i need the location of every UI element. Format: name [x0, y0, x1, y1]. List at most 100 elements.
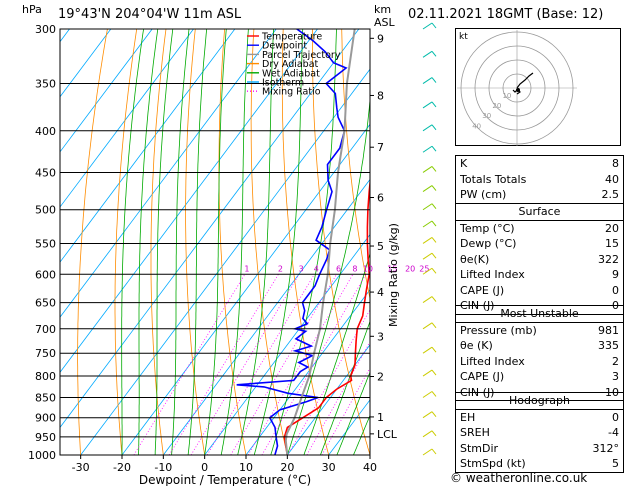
legend-label: Temperature — [261, 32, 322, 43]
wind-barb — [422, 391, 433, 398]
legend-label: Parcel Trajectory — [262, 50, 341, 61]
wind-barb — [431, 51, 437, 57]
km-tick-label: 9 — [377, 32, 384, 45]
surface-row: Temp (°C) 20 — [456, 221, 623, 237]
wind-barb — [422, 101, 433, 109]
storm-motion-marker — [516, 88, 520, 92]
surface-row: Dewp (°C) 15 — [456, 236, 623, 252]
x-tick-label: 0 — [201, 461, 208, 474]
mu-value: 981 — [598, 323, 619, 337]
surface-value: 9 — [612, 268, 619, 282]
wind-barb — [431, 346, 437, 353]
hodograph-ring-label: 20 — [492, 102, 501, 110]
pressure-tick-label: 400 — [35, 125, 56, 138]
index-label: K — [460, 157, 468, 171]
wind-barb — [422, 369, 433, 377]
wind-barb — [431, 296, 437, 302]
surface-row: θe(K) 322 — [456, 252, 623, 268]
hodo-value: 0 — [612, 410, 619, 424]
surface-row: CAPE (J) 0 — [456, 283, 623, 299]
dry-adiabat-line — [150, 29, 167, 455]
most-unstable-title: Most Unstable — [456, 306, 623, 323]
pressure-tick-label: 450 — [35, 166, 56, 179]
isotherm-line — [287, 344, 370, 455]
km-tick-label: 6 — [377, 192, 384, 205]
surface-label: Dewp (°C) — [460, 237, 517, 251]
surface-label: CAPE (J) — [460, 283, 505, 297]
wet-adiabat-line — [138, 29, 159, 455]
wind-barb — [422, 430, 433, 438]
wet-adiabat-line — [336, 371, 370, 455]
mixing-ratio-line — [190, 274, 300, 455]
legend-label: Dry Adiabat — [262, 59, 319, 70]
hodo-label: SREH — [460, 426, 490, 440]
pressure-tick-label: 950 — [35, 431, 56, 444]
wind-barb — [422, 203, 433, 211]
km-tick-label: 1 — [377, 411, 384, 424]
isotherm-line — [163, 178, 370, 455]
isotherm-line — [60, 29, 360, 429]
wind-barb — [431, 185, 437, 191]
pressure-tick-label: 300 — [35, 23, 56, 36]
legend-label: Dewpoint — [262, 41, 307, 52]
km-tick-label: 2 — [377, 370, 384, 383]
x-tick-label: 20 — [280, 461, 294, 474]
isotherm-line — [204, 233, 370, 455]
most-unstable-table: Most Unstable Pressure (mb) 981 θe (K) 335 L… — [455, 305, 624, 401]
index-label: Totals Totals — [460, 172, 527, 186]
x-tick-label: 10 — [239, 461, 253, 474]
surface-label: Lifted Index — [460, 268, 525, 282]
hodograph-table: Hodograph EH 0 SREH -4 StmDir 312° StmSpd (kt)… — [455, 392, 624, 473]
mixing-ratio-label: 20 — [405, 264, 415, 273]
wind-barb — [422, 237, 433, 244]
surface-label: Temp (°C) — [460, 221, 515, 235]
mu-row: CAPE (J) 3 — [456, 369, 623, 385]
hodo-label: StmSpd (kt) — [460, 457, 526, 471]
pressure-tick-label: 900 — [35, 412, 56, 425]
index-value: 2.5 — [601, 188, 620, 202]
wet-adiabat-line — [187, 29, 208, 455]
dry-adiabat-line — [114, 29, 138, 455]
wind-barb — [431, 391, 437, 397]
hodo-row: StmDir 312° — [456, 441, 623, 457]
isotherm-line — [245, 288, 370, 455]
wind-barb — [422, 185, 433, 193]
wind-barb — [422, 346, 433, 354]
wind-barb — [422, 267, 433, 275]
mu-row: θe (K) 335 — [456, 338, 623, 354]
surface-label: θe(K) — [460, 252, 490, 266]
surface-value: 15 — [605, 237, 619, 251]
wind-barb — [431, 77, 437, 83]
surface-title: Surface — [456, 204, 623, 221]
location-title: 19°43'N 204°04'W 11m ASL — [58, 7, 242, 22]
km-tick-label: 4 — [377, 286, 384, 299]
wind-barb — [431, 203, 437, 210]
wet-adiabat-line — [204, 29, 227, 455]
wind-barb — [431, 369, 437, 376]
wind-barb — [431, 22, 437, 29]
isotherm-line — [60, 29, 236, 263]
mixing-ratio-label: 2 — [278, 264, 283, 273]
surface-value: 20 — [605, 221, 619, 235]
wind-barb — [431, 166, 437, 172]
mixing-ratio-label: 1 — [244, 264, 249, 273]
hodograph-table-title: Hodograph — [456, 393, 623, 410]
pressure-tick-label: 600 — [35, 268, 56, 281]
isotherm-line — [60, 29, 153, 153]
wind-barb — [431, 124, 437, 131]
wind-barb — [422, 22, 433, 30]
wind-barb — [431, 411, 437, 418]
mu-row: Lifted Index 2 — [456, 354, 623, 370]
x-tick-label: 30 — [322, 461, 336, 474]
wind-barb — [431, 322, 437, 329]
mixing-ratio-line — [230, 274, 337, 455]
pressure-tick-label: 750 — [35, 347, 56, 360]
hodo-row: StmSpd (kt) 5 — [456, 456, 623, 472]
wind-barb — [431, 430, 437, 437]
wind-barb — [422, 411, 433, 419]
wind-barb — [422, 448, 433, 456]
hodo-label: EH — [460, 410, 476, 424]
